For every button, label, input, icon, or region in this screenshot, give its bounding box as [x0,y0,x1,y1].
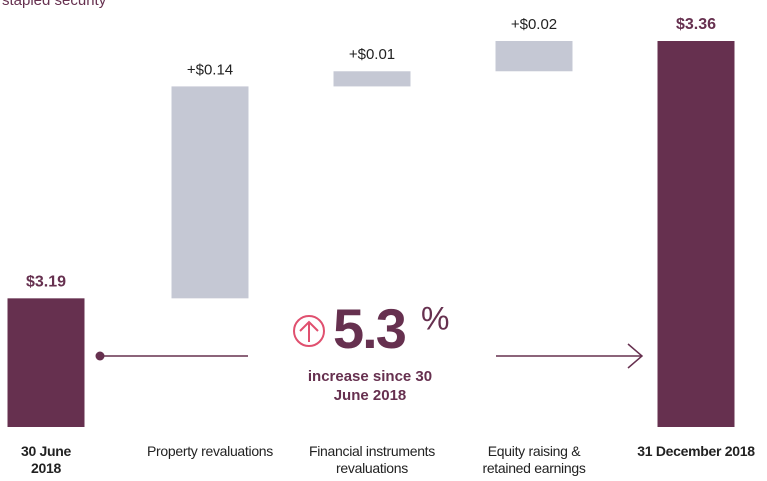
value-label: $3.36 [676,16,716,33]
x-tick-label: 30 June 2018 [20,443,72,476]
bar [171,86,249,299]
bar [7,298,85,427]
x-tick-label: Financial instruments revaluations [309,443,435,476]
x-tick-label: Property revaluations [147,443,273,459]
bar [657,41,735,427]
annotation-text: increase since 30 June 2018 [307,368,433,404]
subtitle: stapled security [2,0,107,9]
value-label: +$0.01 [349,46,395,63]
bar [495,41,573,72]
arrow-head [627,343,644,369]
value-label: $3.19 [26,274,66,291]
value-label: +$0.02 [511,16,557,33]
annotation-unit: % [421,300,449,336]
bar [333,71,411,87]
x-tick-label: 31 December 2018 [637,443,755,459]
up-icon [293,315,325,347]
x-tick-label: Equity raising & retained earnings [482,443,586,476]
annotation-figure: 5.3 [333,297,406,360]
value-label: +$0.14 [187,61,233,78]
